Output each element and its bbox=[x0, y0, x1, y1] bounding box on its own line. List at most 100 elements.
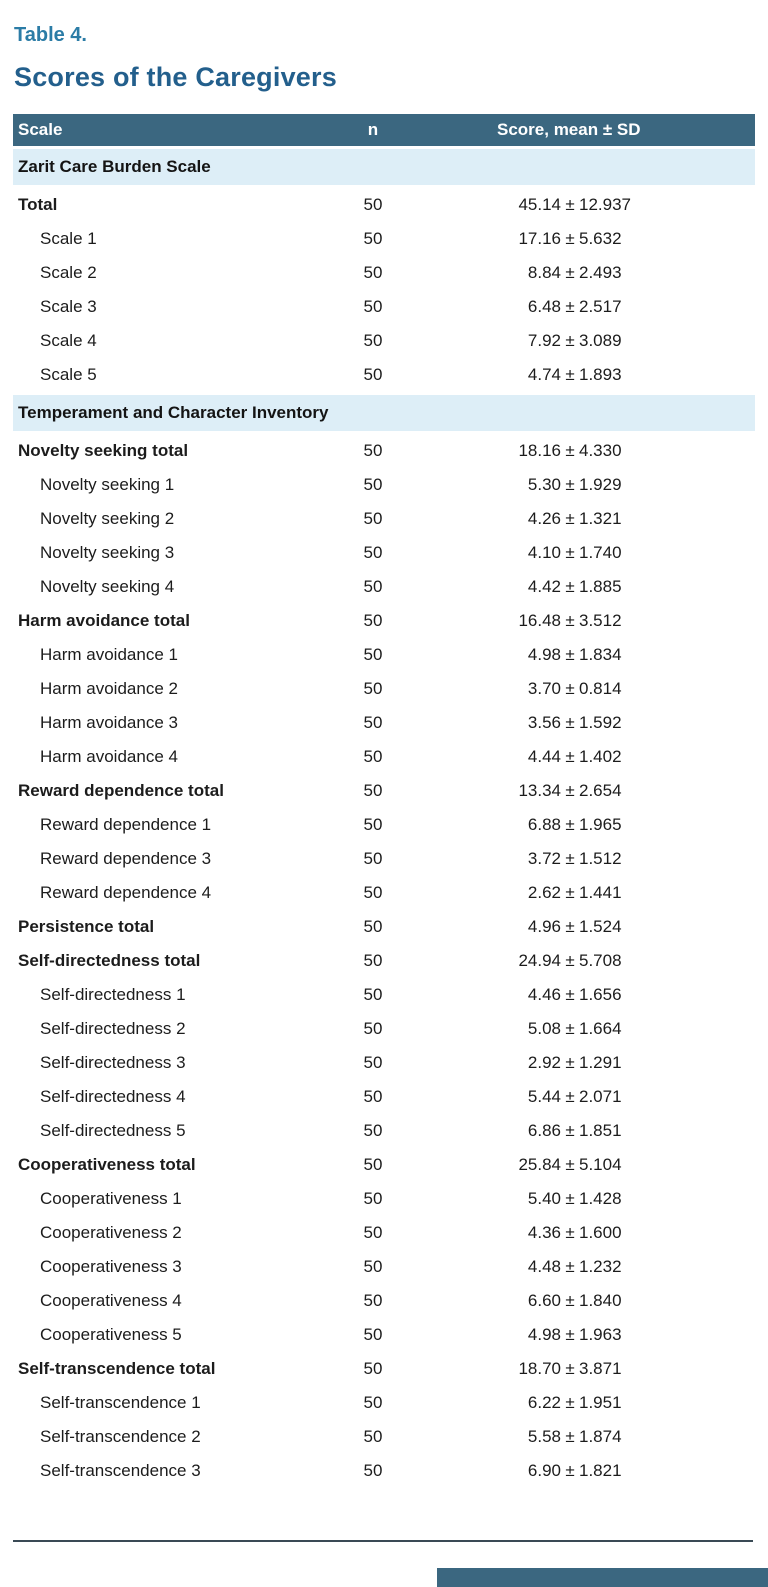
score-sd: 5.632 bbox=[579, 229, 622, 248]
score-value: 4.74 ±1.893 bbox=[453, 358, 755, 394]
table-row: Harm avoidance 3 50 3.56 ±1.592 bbox=[13, 706, 755, 740]
score-mean: 2.92 bbox=[527, 1053, 561, 1072]
scores-table: Scale n Score, mean ± SD Zarit Care Burd… bbox=[13, 114, 755, 1488]
scale-label: Novelty seeking total bbox=[18, 441, 189, 460]
score-mean: 4.44 bbox=[527, 747, 561, 766]
plus-minus-symbol: ± bbox=[565, 1325, 575, 1344]
plus-minus-symbol: ± bbox=[565, 1393, 575, 1412]
scale-label: Self-directedness 4 bbox=[40, 1087, 186, 1106]
scale-label: Scale 3 bbox=[40, 297, 97, 316]
score-mean: 4.74 bbox=[527, 365, 561, 384]
n-value: 50 bbox=[363, 1291, 383, 1310]
table-row: Scale 2 50 8.84 ±2.493 bbox=[13, 256, 755, 290]
plus-minus-symbol: ± bbox=[565, 985, 575, 1004]
plus-minus-symbol: ± bbox=[565, 297, 575, 316]
table-body: Zarit Care Burden Scale Total 50 45.14 ±12.9… bbox=[13, 146, 755, 1489]
score-mean: 8.84 bbox=[527, 263, 561, 282]
scale-label: Harm avoidance 3 bbox=[40, 713, 178, 732]
plus-minus-symbol: ± bbox=[565, 1155, 575, 1174]
score-value: 5.58 ±1.874 bbox=[453, 1420, 755, 1454]
section-header-row: Zarit Care Burden Scale bbox=[13, 146, 755, 188]
table-row: Novelty seeking total 50 18.16 ±4.330 bbox=[13, 433, 755, 469]
score-sd: 1.656 bbox=[579, 985, 622, 1004]
plus-minus-symbol: ± bbox=[565, 263, 575, 282]
score-sd: 2.517 bbox=[579, 297, 622, 316]
n-value: 50 bbox=[363, 1427, 383, 1446]
score-mean: 4.46 bbox=[527, 985, 561, 1004]
table-row: Reward dependence 4 50 2.62 ±1.441 bbox=[13, 876, 755, 910]
table-row: Self-directedness 5 50 6.86 ±1.851 bbox=[13, 1114, 755, 1148]
scale-label: Scale 4 bbox=[40, 331, 97, 350]
plus-minus-symbol: ± bbox=[565, 1291, 575, 1310]
plus-minus-symbol: ± bbox=[565, 611, 575, 630]
score-sd: 1.885 bbox=[579, 577, 622, 596]
score-value: 4.36 ±1.600 bbox=[453, 1216, 755, 1250]
plus-minus-symbol: ± bbox=[565, 747, 575, 766]
n-value: 50 bbox=[363, 1019, 383, 1038]
score-sd: 1.232 bbox=[579, 1257, 622, 1276]
score-sd: 5.104 bbox=[579, 1155, 622, 1174]
table-row: Novelty seeking 2 50 4.26 ±1.321 bbox=[13, 502, 755, 536]
plus-minus-symbol: ± bbox=[565, 679, 575, 698]
table-row: Harm avoidance 2 50 3.70 ±0.814 bbox=[13, 672, 755, 706]
plus-minus-symbol: ± bbox=[565, 195, 575, 214]
score-sd: 1.600 bbox=[579, 1223, 622, 1242]
score-value: 17.16 ±5.632 bbox=[453, 222, 755, 256]
plus-minus-symbol: ± bbox=[565, 1053, 575, 1072]
n-value: 50 bbox=[363, 645, 383, 664]
n-value: 50 bbox=[363, 917, 383, 936]
score-value: 6.60 ±1.840 bbox=[453, 1284, 755, 1318]
score-sd: 1.664 bbox=[579, 1019, 622, 1038]
score-value: 2.92 ±1.291 bbox=[453, 1046, 755, 1080]
n-value: 50 bbox=[363, 441, 383, 460]
score-mean: 3.70 bbox=[527, 679, 561, 698]
score-sd: 3.089 bbox=[579, 331, 622, 350]
table-row: Cooperativeness 1 50 5.40 ±1.428 bbox=[13, 1182, 755, 1216]
n-value: 50 bbox=[363, 543, 383, 562]
score-mean: 5.58 bbox=[527, 1427, 561, 1446]
n-value: 50 bbox=[363, 815, 383, 834]
score-sd: 1.821 bbox=[579, 1461, 622, 1480]
n-value: 50 bbox=[363, 1087, 383, 1106]
plus-minus-symbol: ± bbox=[565, 951, 575, 970]
page-footer-bar bbox=[437, 1568, 768, 1587]
table-row: Cooperativeness 3 50 4.48 ±1.232 bbox=[13, 1250, 755, 1284]
table-row: Harm avoidance 1 50 4.98 ±1.834 bbox=[13, 638, 755, 672]
plus-minus-symbol: ± bbox=[565, 229, 575, 248]
scale-label: Self-directedness total bbox=[18, 951, 201, 970]
scale-label: Cooperativeness 1 bbox=[40, 1189, 182, 1208]
table-row: Self-directedness 4 50 5.44 ±2.071 bbox=[13, 1080, 755, 1114]
n-value: 50 bbox=[363, 985, 383, 1004]
score-mean: 5.40 bbox=[527, 1189, 561, 1208]
scale-label: Scale 1 bbox=[40, 229, 97, 248]
plus-minus-symbol: ± bbox=[565, 475, 575, 494]
table-row: Scale 1 50 17.16 ±5.632 bbox=[13, 222, 755, 256]
page-title: Scores of the Caregivers bbox=[14, 62, 337, 92]
n-value: 50 bbox=[363, 1359, 383, 1378]
score-mean: 6.86 bbox=[527, 1121, 561, 1140]
n-value: 50 bbox=[363, 849, 383, 868]
scale-label: Cooperativeness 5 bbox=[40, 1325, 182, 1344]
table-row: Novelty seeking 3 50 4.10 ±1.740 bbox=[13, 536, 755, 570]
plus-minus-symbol: ± bbox=[565, 917, 575, 936]
score-value: 6.22 ±1.951 bbox=[453, 1386, 755, 1420]
score-sd: 4.330 bbox=[579, 441, 622, 460]
score-sd: 2.071 bbox=[579, 1087, 622, 1106]
score-value: 3.72 ±1.512 bbox=[453, 842, 755, 876]
table-row: Self-transcendence total 50 18.70 ±3.871 bbox=[13, 1352, 755, 1386]
score-mean: 3.56 bbox=[527, 713, 561, 732]
score-value: 18.16 ±4.330 bbox=[453, 433, 755, 469]
score-sd: 3.871 bbox=[579, 1359, 622, 1378]
score-mean: 4.98 bbox=[527, 645, 561, 664]
column-header-scale: Scale bbox=[13, 114, 293, 148]
plus-minus-symbol: ± bbox=[565, 781, 575, 800]
plus-minus-symbol: ± bbox=[565, 1019, 575, 1038]
table-row: Cooperativeness 2 50 4.36 ±1.600 bbox=[13, 1216, 755, 1250]
plus-minus-symbol: ± bbox=[565, 577, 575, 596]
plus-minus-symbol: ± bbox=[565, 713, 575, 732]
score-sd: 1.951 bbox=[579, 1393, 622, 1412]
score-sd: 5.708 bbox=[579, 951, 622, 970]
scale-label: Novelty seeking 3 bbox=[40, 543, 175, 562]
scale-label: Self-directedness 5 bbox=[40, 1121, 186, 1140]
table-row: Self-transcendence 1 50 6.22 ±1.951 bbox=[13, 1386, 755, 1420]
